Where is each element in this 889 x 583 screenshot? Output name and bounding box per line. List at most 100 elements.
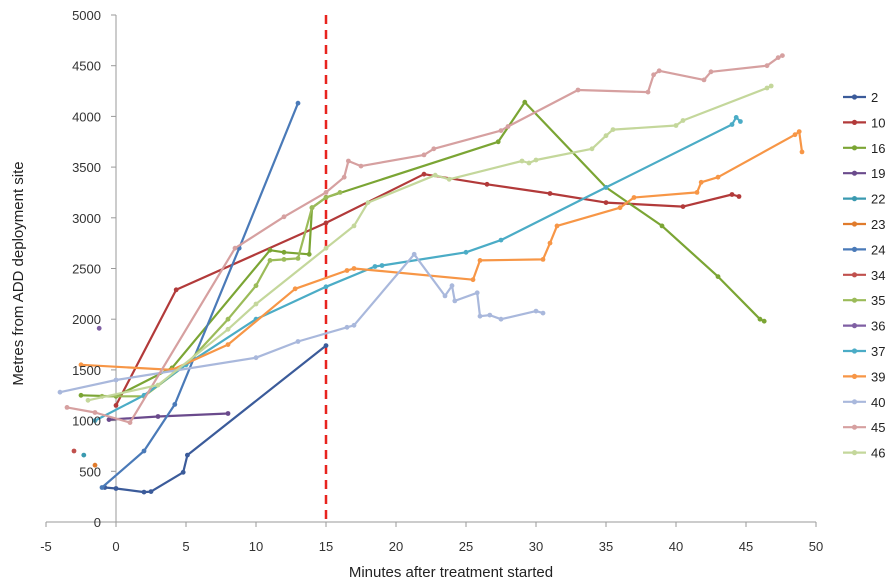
series-40 — [57, 251, 546, 395]
series-line-46 — [87, 85, 772, 402]
data-point-40 — [540, 310, 546, 316]
data-point-39 — [540, 257, 546, 262]
data-point-46 — [225, 326, 231, 332]
y-tick-label: 5000 — [72, 8, 101, 23]
data-point-45 — [64, 405, 70, 410]
data-point-16 — [281, 249, 287, 255]
data-point-45 — [232, 245, 238, 251]
data-point-24 — [141, 448, 147, 454]
data-point-22 — [81, 452, 87, 458]
data-point-16 — [715, 274, 721, 279]
data-point-45 — [656, 68, 662, 74]
data-point-46 — [680, 118, 686, 123]
data-point-2 — [113, 486, 119, 491]
series-19 — [106, 411, 231, 422]
data-point-40 — [487, 312, 493, 318]
legend-marker — [851, 373, 858, 379]
series-line-10 — [115, 173, 740, 406]
legend-item-36: 36 — [843, 319, 885, 334]
legend-label: 22 — [871, 192, 885, 207]
series-line-40 — [59, 253, 544, 394]
legend-label: 40 — [871, 395, 885, 410]
data-point-46 — [533, 157, 539, 163]
data-point-40 — [449, 283, 455, 289]
data-point-45 — [358, 163, 364, 169]
tick-labels: -5 0 5 10 15 20 25 30 35 40 45 50050010001500200025… — [40, 8, 823, 554]
legend-item-2: 2 — [843, 90, 878, 105]
data-point-19 — [225, 411, 231, 416]
legend-item-34: 34 — [843, 268, 885, 283]
data-point-45 — [645, 89, 651, 95]
data-point-37 — [729, 122, 735, 127]
y-tick-label: 4500 — [72, 59, 101, 74]
data-point-24 — [295, 100, 301, 106]
data-point-40 — [113, 377, 119, 383]
data-point-40 — [411, 251, 417, 257]
y-tick-label: 0 — [94, 515, 101, 530]
data-point-39 — [351, 266, 357, 271]
x-tick-label: 20 — [389, 539, 403, 554]
data-point-46 — [432, 172, 438, 178]
legend-label: 39 — [871, 369, 885, 384]
legend-item-45: 45 — [843, 420, 885, 435]
x-tick-label: 30 — [529, 539, 543, 554]
legend-marker — [851, 221, 858, 227]
data-point-23 — [92, 462, 98, 468]
y-axis-title: Metres from ADD deployment site — [10, 161, 27, 385]
data-point-40 — [351, 322, 357, 328]
legend-label: 36 — [871, 319, 885, 334]
data-point-45 — [281, 214, 287, 220]
series-23 — [92, 462, 98, 468]
series-line-39 — [80, 130, 804, 371]
data-point-35 — [253, 283, 259, 289]
data-point-39 — [698, 179, 704, 185]
data-point-39 — [78, 362, 84, 368]
data-point-46 — [768, 83, 774, 89]
x-tick-label: 50 — [809, 539, 823, 554]
data-point-39 — [470, 277, 476, 283]
data-point-46 — [351, 223, 357, 229]
data-point-10 — [729, 192, 735, 197]
data-point-10 — [736, 194, 742, 199]
data-point-46 — [764, 85, 770, 91]
data-point-10 — [113, 403, 119, 408]
legend-item-19: 19 — [843, 166, 885, 181]
legend-marker — [851, 145, 858, 151]
data-point-16 — [267, 247, 273, 253]
legend-item-39: 39 — [843, 369, 885, 384]
data-point-10 — [547, 191, 553, 196]
data-point-2 — [185, 452, 190, 458]
series-2 — [102, 343, 329, 495]
data-point-45 — [127, 420, 133, 425]
series-16 — [78, 99, 767, 399]
data-point-34 — [71, 448, 77, 454]
legend-marker — [851, 119, 858, 125]
series-45 — [64, 53, 785, 425]
legend-marker — [851, 323, 858, 329]
data-point-46 — [673, 123, 679, 128]
data-point-35 — [295, 256, 301, 261]
y-tick-label: 3000 — [72, 211, 101, 226]
data-point-39 — [792, 132, 798, 138]
x-axis-title: Minutes after treatment started — [349, 564, 553, 581]
data-point-45 — [780, 53, 785, 58]
data-point-39 — [554, 223, 560, 229]
legend-label: 37 — [871, 344, 885, 359]
data-point-39 — [694, 190, 700, 195]
x-tick-label: 0 — [112, 539, 119, 554]
series-22 — [81, 452, 87, 458]
data-point-37 — [738, 119, 743, 124]
data-point-46 — [446, 176, 452, 182]
data-point-35 — [225, 316, 231, 322]
data-point-40 — [452, 298, 458, 304]
data-point-45 — [505, 124, 511, 129]
data-point-46 — [323, 245, 329, 251]
data-point-46 — [519, 158, 525, 164]
data-point-10 — [323, 220, 329, 226]
data-point-46 — [365, 200, 371, 206]
data-point-45 — [708, 69, 714, 75]
data-point-24 — [172, 402, 178, 407]
legend-item-40: 40 — [843, 395, 885, 410]
legend-item-24: 24 — [843, 242, 885, 257]
data-point-46 — [589, 146, 595, 152]
